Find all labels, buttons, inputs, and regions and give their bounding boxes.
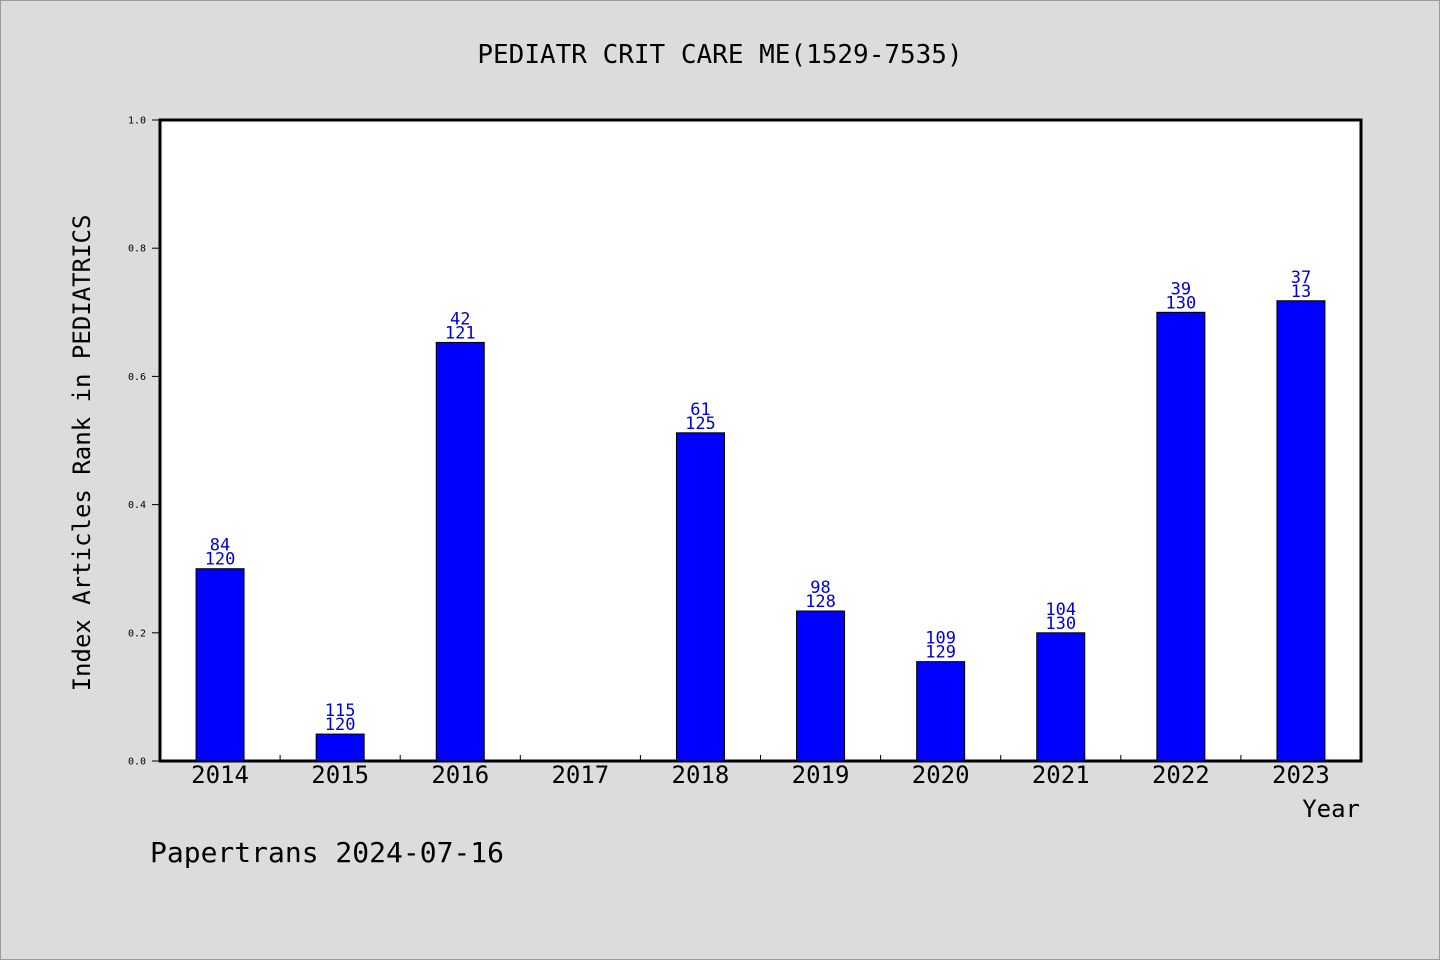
bar-label-bottom: 125 bbox=[685, 414, 716, 434]
bar-label-top: 39 bbox=[1171, 279, 1191, 299]
bar-label-top: 109 bbox=[925, 629, 956, 649]
bar-2020 bbox=[916, 661, 966, 762]
bar-label-top: 84 bbox=[210, 536, 230, 556]
y-tick-label: 0.2 bbox=[128, 628, 146, 639]
x-tick-label: 2017 bbox=[551, 761, 609, 789]
bar-2019 bbox=[796, 610, 846, 762]
bar-label-bottom: 13 bbox=[1291, 282, 1311, 302]
chart-title: PEDIATR CRIT CARE ME(1529-7535) bbox=[477, 40, 962, 70]
bar-label-top: 61 bbox=[690, 400, 710, 420]
x-tick-label: 2018 bbox=[672, 761, 730, 789]
bar-label-bottom: 120 bbox=[325, 715, 356, 735]
y-tick-label: 0.4 bbox=[128, 500, 146, 511]
x-tick-label: 2015 bbox=[311, 761, 369, 789]
bar-label-bottom: 120 bbox=[205, 550, 236, 570]
x-tick-label: 2014 bbox=[191, 761, 249, 789]
bar-2015 bbox=[315, 733, 365, 762]
y-axis: 0.0 0.2 0.4 0.6 0.8 1.0 bbox=[128, 116, 160, 768]
x-tick-label: 2023 bbox=[1272, 761, 1330, 789]
bar-2016 bbox=[435, 341, 485, 762]
bar-label-top: 104 bbox=[1045, 600, 1076, 620]
y-axis-label: Index Articles Rank in PEDIATRICS bbox=[68, 215, 96, 692]
bar-label-top: 42 bbox=[450, 309, 470, 329]
bar-label-bottom: 121 bbox=[445, 323, 476, 343]
y-tick-label: 0.8 bbox=[128, 244, 146, 255]
bar-labels: 8412011512042121611259812810912910413039… bbox=[205, 268, 1312, 735]
x-axis-label: Year bbox=[1302, 795, 1360, 823]
bar-label-top: 98 bbox=[810, 578, 830, 598]
bar-label-bottom: 128 bbox=[805, 592, 836, 612]
bar-2021 bbox=[1036, 632, 1086, 762]
bar-label-bottom: 129 bbox=[925, 643, 956, 663]
bar-2018 bbox=[675, 432, 725, 762]
bar-label-top: 37 bbox=[1291, 268, 1311, 288]
bar-label-bottom: 130 bbox=[1165, 293, 1196, 313]
bars bbox=[195, 300, 1326, 762]
footer-text: Papertrans 2024-07-16 bbox=[150, 836, 504, 869]
x-tick-label: 2019 bbox=[792, 761, 850, 789]
bar-label-bottom: 130 bbox=[1045, 614, 1076, 634]
y-tick-label: 0.0 bbox=[128, 757, 146, 768]
y-tick-label: 0.6 bbox=[128, 372, 146, 383]
x-tick-label: 2022 bbox=[1152, 761, 1210, 789]
bar-label-top: 115 bbox=[325, 701, 356, 721]
bar-2022 bbox=[1156, 311, 1206, 762]
x-tick-label: 2016 bbox=[431, 761, 489, 789]
x-tick-label: 2021 bbox=[1032, 761, 1090, 789]
x-axis: 2014 2015 2016 2017 2018 2019 2020 2021 2022 2023 bbox=[191, 755, 1330, 789]
bar-2023 bbox=[1276, 300, 1326, 762]
y-tick-label: 1.0 bbox=[128, 116, 146, 127]
x-tick-label: 2020 bbox=[912, 761, 970, 789]
bar-2014 bbox=[195, 568, 245, 762]
